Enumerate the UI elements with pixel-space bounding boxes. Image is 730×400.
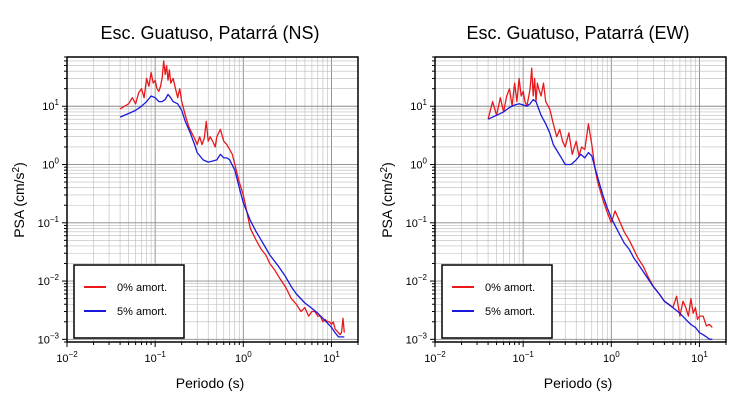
chart-title: Esc. Guatuso, Patarrá (EW) xyxy=(466,23,689,43)
x-tick-label: 10−1 xyxy=(144,350,166,365)
legend-label-0: 0% amort. xyxy=(117,282,167,294)
x-tick-label: 101 xyxy=(691,350,708,365)
y-tick-label: 10−3 xyxy=(38,331,60,346)
x-tick-label: 10−2 xyxy=(424,350,446,365)
series-layer xyxy=(487,67,713,340)
y-tick-label: 101 xyxy=(410,98,427,113)
y-tick-label: 100 xyxy=(42,157,59,172)
grid xyxy=(66,56,359,343)
legend-label-1: 5% amort. xyxy=(117,306,167,318)
y-axis-label: PSA (cm/s2) xyxy=(11,162,27,238)
chart-panel-ns: Esc. Guatuso, Patarrá (NS) 10−2 10−1 100 10… xyxy=(11,23,359,391)
x-axis-label: Periodo (s) xyxy=(544,375,612,391)
y-tick-label: 10−1 xyxy=(406,215,428,230)
legend: 0% amort. 5% amort. xyxy=(441,264,553,339)
axis-ticks: 10−2 10−1 100 101 10−3 10−2 10−1 100 101 xyxy=(406,56,727,365)
x-tick-label: 100 xyxy=(603,350,620,365)
x-tick-label: 100 xyxy=(235,350,252,365)
y-axis-label: PSA (cm/s2) xyxy=(379,162,395,238)
y-tick-label: 101 xyxy=(42,98,59,113)
y-tick-label: 10−3 xyxy=(406,331,428,346)
series-layer xyxy=(119,60,345,338)
legend-label-0: 0% amort. xyxy=(485,282,535,294)
legend-box xyxy=(73,264,185,339)
x-tick-label: 10−2 xyxy=(56,350,78,365)
legend: 0% amort. 5% amort. xyxy=(73,264,185,339)
x-tick-label: 10−1 xyxy=(512,350,534,365)
x-axis-label: Periodo (s) xyxy=(176,375,244,391)
chart-panel-ew: Esc. Guatuso, Patarrá (EW) 10−2 10−1 100 10… xyxy=(379,23,727,391)
y-tick-label: 100 xyxy=(410,157,427,172)
legend-label-1: 5% amort. xyxy=(485,306,535,318)
x-tick-label: 101 xyxy=(323,350,340,365)
series-line-undamped xyxy=(119,60,345,336)
chart-title: Esc. Guatuso, Patarrá (NS) xyxy=(100,23,319,43)
y-tick-label: 10−2 xyxy=(406,273,428,288)
y-tick-label: 10−2 xyxy=(38,273,60,288)
series-line-damped-5pct xyxy=(119,93,345,338)
plot-frame xyxy=(434,56,727,343)
axis-ticks: 10−2 10−1 100 101 10−3 10−2 10−1 100 101 xyxy=(38,56,359,365)
y-tick-label: 10−1 xyxy=(38,215,60,230)
series-line-damped-5pct xyxy=(487,98,713,340)
legend-box xyxy=(441,264,553,339)
plot-frame xyxy=(66,56,359,343)
